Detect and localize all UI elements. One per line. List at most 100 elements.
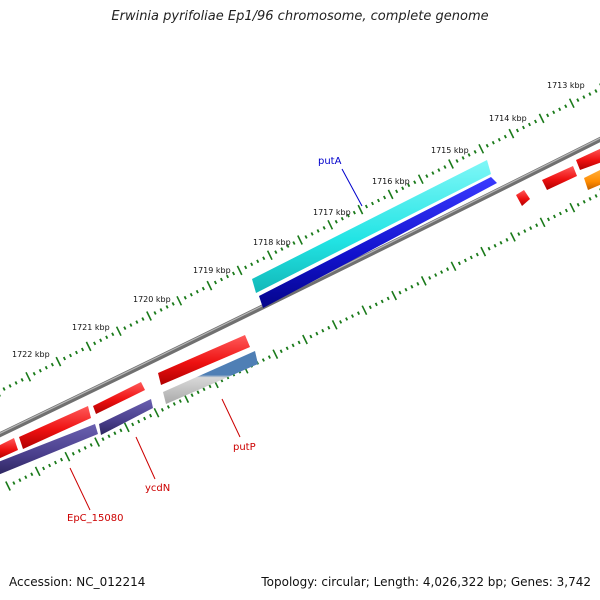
scale-tick-minor <box>546 217 551 222</box>
scale-tick-minor <box>552 214 557 219</box>
scale-tick-minor <box>99 338 103 343</box>
scale-tick-minor <box>463 258 467 263</box>
scale-tick-minor <box>83 446 87 450</box>
scale-tick-minor <box>340 216 344 221</box>
scale-tick-major <box>115 326 122 337</box>
gene-ycdn[interactable] <box>93 382 145 414</box>
scale-tick-minor <box>380 299 384 304</box>
gene-right-red-1[interactable] <box>542 166 577 190</box>
gene-label-putp: putP <box>233 442 256 453</box>
scale-tick-minor <box>440 270 444 274</box>
scale-tick-minor <box>196 390 200 395</box>
scale-tick-minor <box>407 183 411 188</box>
gene-puta-forward[interactable] <box>252 160 491 293</box>
scale-tick-major <box>450 261 457 272</box>
scale-tick-minor <box>521 125 526 130</box>
scale-tick-minor <box>469 255 473 260</box>
scale-tick-minor <box>53 460 58 465</box>
scale-tick-major <box>327 219 334 230</box>
scale-tick-minor <box>529 226 533 230</box>
scale-tick-minor <box>523 229 527 233</box>
scale-tick-major <box>480 246 487 257</box>
scale-tick-minor <box>376 198 381 203</box>
scale-tick-minor <box>291 343 295 348</box>
genome-stats-text: Topology: circular; Length: 4,026,322 bp… <box>261 575 591 589</box>
scale-tick-major <box>508 128 515 139</box>
scale-tick-minor <box>534 119 538 124</box>
scale-tick-minor <box>443 165 447 169</box>
scale-tick-minor <box>461 156 465 160</box>
gene-small-red[interactable] <box>516 190 530 206</box>
scale-label: 1715 kbp <box>431 146 469 155</box>
gene-right-orange[interactable] <box>584 169 600 190</box>
scale-tick-minor <box>395 189 399 194</box>
scale-tick-minor <box>558 211 562 216</box>
scale-tick-major <box>5 481 11 491</box>
scale-tick-minor <box>20 377 24 382</box>
scale-tick-minor <box>576 98 580 103</box>
scale-tick-minor <box>183 295 187 300</box>
scale-tick-minor <box>434 273 438 277</box>
scale-tick-major <box>538 113 545 124</box>
gene-label-puta: putA <box>318 156 342 167</box>
scale-tick-minor <box>558 107 562 112</box>
gene-right-red-2[interactable] <box>576 148 600 170</box>
scale-tick-minor <box>386 296 390 301</box>
scale-tick-minor <box>172 402 176 406</box>
gene-edge-left-red[interactable] <box>0 438 18 459</box>
scale-tick-minor <box>280 247 284 251</box>
scale-tick-minor <box>129 323 133 327</box>
scale-tick-minor <box>48 463 52 468</box>
scale-tick-minor <box>42 466 46 471</box>
scale-tick-minor <box>527 122 532 127</box>
scale-tick-minor <box>135 320 139 324</box>
scale-tick-minor <box>12 481 16 485</box>
scale-tick-minor <box>30 472 34 477</box>
scale-tick-minor <box>111 332 115 337</box>
gene-red-upstream-putp[interactable] <box>158 335 250 385</box>
scale-tick-minor <box>137 419 141 424</box>
scale-tick-minor <box>304 235 308 239</box>
gene-epc-15080-reverse[interactable] <box>0 424 98 475</box>
scale-tick-minor <box>473 149 477 154</box>
scale-tick-minor <box>487 246 491 251</box>
scale-tick-major <box>391 290 398 301</box>
scale-tick-minor <box>8 384 12 388</box>
gene-puta-reverse[interactable] <box>259 177 497 308</box>
scale-label: 1722 kbp <box>12 350 50 359</box>
scale-tick-minor <box>321 328 325 333</box>
scale-tick-major <box>176 295 183 306</box>
scale-tick-minor <box>18 478 22 482</box>
scale-tick-minor <box>165 305 169 309</box>
scale-tick-minor <box>517 232 521 236</box>
scale-tick-major <box>478 143 485 154</box>
accession-text: Accession: NC_012214 <box>9 575 146 589</box>
scale-tick-minor <box>594 89 598 93</box>
scale-tick-minor <box>213 280 217 285</box>
gene-putp[interactable] <box>163 351 258 404</box>
scale-tick-minor <box>38 368 42 373</box>
scale-tick-minor <box>588 197 592 201</box>
scale-tick-major <box>539 217 546 228</box>
scale-tick-minor <box>32 371 36 376</box>
scale-tick-minor <box>274 250 278 255</box>
scale-tick-minor <box>89 443 93 447</box>
scale-label: 1714 kbp <box>489 114 527 123</box>
scale-tick-major <box>302 334 308 345</box>
scale-tick-major <box>206 280 213 291</box>
scale-tick-minor <box>107 434 111 439</box>
gene-ycdn-reverse[interactable] <box>99 399 153 435</box>
scale-label: 1721 kbp <box>72 323 110 332</box>
scale-tick-minor <box>119 428 123 433</box>
scale-labels: 1713 kbp 1714 kbp 1715 kbp 1716 kbp 1717… <box>12 81 585 359</box>
gene-label-ycdn: ycdN <box>145 483 170 494</box>
gene-epc-15080[interactable] <box>19 406 91 449</box>
scale-tick-minor <box>141 317 145 321</box>
scale-tick-major <box>297 235 303 245</box>
scale-tick-minor <box>166 405 170 409</box>
scale-tick-minor <box>350 314 355 318</box>
scale-tick-minor <box>14 381 18 385</box>
scale-tick-minor <box>279 349 283 354</box>
scale-tick-minor <box>24 475 28 480</box>
scale-tick-minor <box>149 413 153 418</box>
